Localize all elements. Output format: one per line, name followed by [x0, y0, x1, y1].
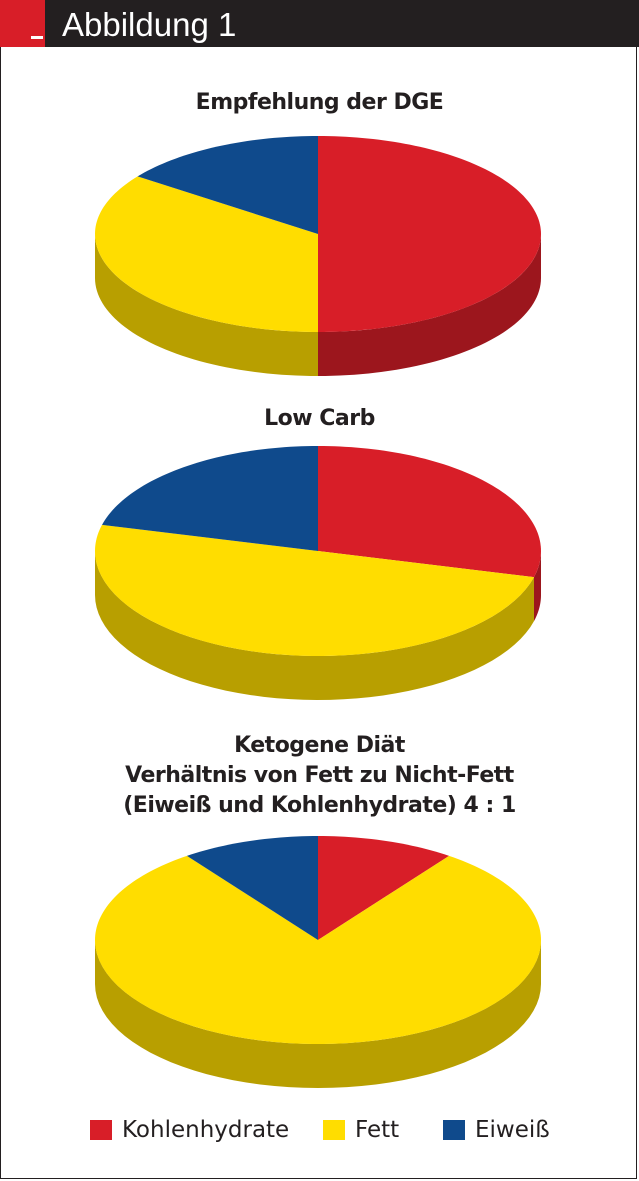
- pie-1-title: Empfehlung der DGE: [0, 88, 639, 118]
- pie-2-slice-kohlenhydrate: [318, 446, 541, 578]
- pie-3-title-line-3: (Eiweiß und Kohlenhydrate) 4 : 1: [123, 793, 516, 818]
- pie-chart-ketogen: [95, 836, 541, 1088]
- pie-3-title: Ketogene Diät Verhältnis von Fett zu Nic…: [0, 731, 639, 821]
- header-accent-mark: [0, 0, 45, 47]
- pie-2-side-kohlenhydrate: [533, 551, 541, 622]
- pie-1-side-kohlenhydrate: [318, 234, 541, 376]
- legend-swatch: [90, 1120, 112, 1140]
- pie-1-slice-kohlenhydrate: [318, 136, 541, 332]
- legend-item-kohlenhydrate: Kohlenhydrate: [90, 1112, 289, 1148]
- pie-2-title: Low Carb: [0, 404, 639, 434]
- pie-chart-dge: [95, 136, 541, 376]
- pie-3-title-line-2: Verhältnis von Fett zu Nicht-Fett: [125, 763, 514, 788]
- pie-3-slice-kohlenhydrate: [318, 836, 450, 940]
- pie-3-title-line-1: Ketogene Diät: [234, 733, 405, 758]
- pie-2-side-fett: [95, 551, 534, 700]
- legend-label: Eiweiß: [475, 1117, 550, 1143]
- pie-3-slice-eiweiss: [186, 836, 318, 940]
- legend-item-fett: Fett: [323, 1112, 399, 1148]
- pie-1-slice-eiweiss: [137, 136, 318, 234]
- pie-3-side-fett: [95, 940, 541, 1088]
- legend-swatch: [323, 1120, 345, 1140]
- legend: Kohlenhydrate Fett Eiweiß: [0, 1112, 639, 1148]
- pie-2-slice-fett: [95, 524, 534, 656]
- figure-title: Abbildung 1: [62, 6, 237, 43]
- pie-1-side-fett: [95, 234, 318, 376]
- pie-1-slice-fett: [95, 176, 318, 332]
- figure-header: Abbildung 1: [0, 0, 639, 47]
- pie-2-title-line: Low Carb: [264, 406, 375, 431]
- legend-label: Fett: [355, 1117, 400, 1143]
- legend-label: Kohlenhydrate: [122, 1117, 290, 1143]
- pie-chart-low-carb: [95, 446, 541, 700]
- legend-swatch: [443, 1120, 465, 1140]
- pie-1-title-line: Empfehlung der DGE: [195, 90, 444, 115]
- pie-3-slice-fett: [95, 855, 541, 1044]
- legend-item-eiweiss: Eiweiß: [443, 1112, 550, 1148]
- pie-2-slice-eiweiss: [102, 446, 318, 551]
